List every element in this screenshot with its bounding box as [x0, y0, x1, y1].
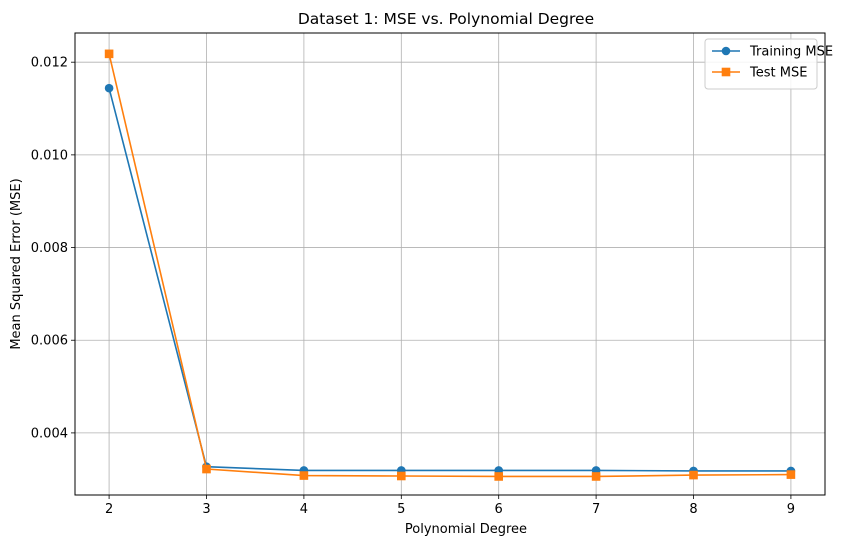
legend: Training MSE Test MSE: [704, 38, 833, 90]
data-point: [396, 471, 406, 481]
y-tick-label: 0.008: [31, 241, 68, 256]
x-axis: 2 3 4 5 6 7 8 9: [105, 495, 795, 517]
x-axis-label: Polynomial Degree: [405, 522, 527, 537]
series-test-mse: [104, 49, 796, 481]
data-point: [591, 472, 601, 481]
data-point: [786, 470, 796, 479]
series-line: [108, 87, 791, 472]
data-point: [202, 464, 211, 474]
x-tick-label: 3: [202, 502, 210, 517]
series-training-mse: [104, 83, 796, 476]
y-axis-label: Mean Squared Error (MSE): [9, 178, 24, 349]
data-point: [104, 49, 114, 59]
y-tick-label: 0.004: [31, 426, 68, 441]
x-tick-label: 9: [787, 502, 795, 517]
x-tick-label: 4: [300, 502, 308, 517]
series-layer: [104, 49, 796, 481]
grid: [75, 33, 825, 495]
x-tick-label: 8: [689, 502, 697, 517]
data-point: [104, 83, 114, 93]
y-axis: 0.004 0.006 0.008 0.010 0.012: [31, 56, 75, 441]
data-point: [494, 472, 504, 481]
x-tick-label: 7: [592, 502, 600, 517]
chart-title: Dataset 1: MSE vs. Polynomial Degree: [298, 10, 594, 28]
y-tick-label: 0.006: [31, 334, 68, 349]
legend-label: Training MSE: [749, 45, 833, 60]
legend-marker: [721, 67, 731, 77]
legend-label: Test MSE: [749, 66, 807, 81]
series-line: [108, 53, 791, 478]
x-tick-label: 2: [105, 502, 113, 517]
data-point: [689, 470, 698, 480]
x-tick-label: 5: [397, 502, 405, 517]
y-tick-label: 0.010: [31, 148, 68, 163]
plot-frame: [74, 32, 826, 496]
x-tick-label: 6: [495, 502, 503, 517]
legend-marker: [721, 46, 731, 56]
y-tick-label: 0.012: [31, 56, 68, 71]
data-point: [299, 471, 309, 480]
